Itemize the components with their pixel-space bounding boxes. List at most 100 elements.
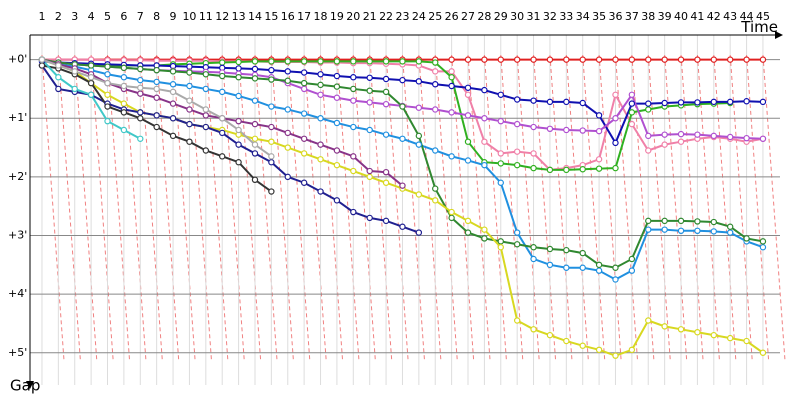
lap-line [156,54,180,361]
data-point [202,85,210,93]
x-tick-label: 2 [55,10,62,23]
x-tick-label: 11 [199,10,213,23]
data-point [186,138,193,145]
x-tick-label: 44 [740,10,754,23]
data-point [366,74,373,81]
data-point [710,218,717,226]
data-point [726,229,734,236]
data-point [251,58,259,65]
data-point [317,115,324,122]
y-tick-label: +2' [8,170,27,183]
data-point [726,56,734,63]
data-point [55,62,62,69]
x-tick-label: 43 [723,10,737,23]
data-point [677,130,685,138]
lap-line [696,54,720,361]
data-point [71,68,78,75]
data-point [645,106,652,113]
y-tick-label: +1' [8,111,27,124]
data-point [579,264,586,271]
data-point [300,85,308,93]
lap-line [123,54,147,361]
x-tick-label: 25 [428,10,442,23]
data-point [153,85,160,93]
data-point [628,267,636,274]
data-point [235,58,242,66]
lap-line [533,54,557,361]
data-point [235,141,242,148]
data-point [677,99,685,106]
data-point [55,85,62,93]
data-point [87,79,95,87]
x-tick-label: 45 [756,10,770,23]
data-point [399,103,406,110]
data-point [432,68,439,75]
lap-line [205,54,229,361]
x-tick-label: 3 [71,10,78,23]
x-tick-label: 32 [543,10,557,23]
lap-line [74,54,98,361]
data-point [661,141,668,148]
data-point [300,79,308,87]
data-point [513,229,521,236]
data-point [612,56,619,63]
data-point [710,228,717,235]
data-point [628,346,636,354]
data-point [251,75,259,82]
data-point [497,238,504,245]
x-tick-label: 6 [120,10,127,23]
data-point [169,81,177,88]
data-point [104,91,111,98]
data-point [268,76,275,83]
x-tick-label: 18 [314,10,328,23]
data-point [120,100,128,107]
data-point [251,135,259,142]
data-point [268,123,275,131]
lap-line [746,54,770,361]
x-tick-label: 14 [248,10,262,23]
data-point [219,59,226,66]
x-tick-label: 1 [38,10,45,23]
data-point [464,157,472,164]
data-point [317,188,324,195]
data-point [268,58,275,65]
data-point [186,82,193,90]
data-point [153,94,160,101]
data-point [481,235,488,242]
data-point [612,139,619,147]
data-point [530,97,537,104]
data-point [628,100,636,107]
data-point [481,138,488,145]
data-point [268,153,275,160]
x-tick-label: 40 [674,10,688,23]
data-point [530,164,537,172]
data-point [759,98,767,106]
x-tick-label: 36 [608,10,622,23]
data-point [628,109,636,116]
data-point [235,159,242,166]
data-point [628,255,636,263]
data-point [645,317,652,324]
data-point [464,84,472,91]
data-point [350,97,357,104]
data-point [186,120,193,128]
x-tick-label: 42 [707,10,721,23]
data-point [350,153,357,160]
data-point [235,117,242,125]
data-point [366,58,373,65]
data-point [645,56,652,63]
data-point [202,123,210,131]
data-point [300,135,308,142]
data-point [415,104,423,111]
data-point [284,144,291,151]
lap-line [434,54,458,361]
data-point [415,132,423,140]
data-point [186,97,193,104]
data-point [579,56,586,63]
x-tick-label: 30 [510,10,524,23]
y-tick-label: +5' [8,346,27,359]
data-point [759,56,767,63]
data-point [481,161,488,169]
x-tick-label: 35 [592,10,606,23]
lap-line [369,54,393,361]
